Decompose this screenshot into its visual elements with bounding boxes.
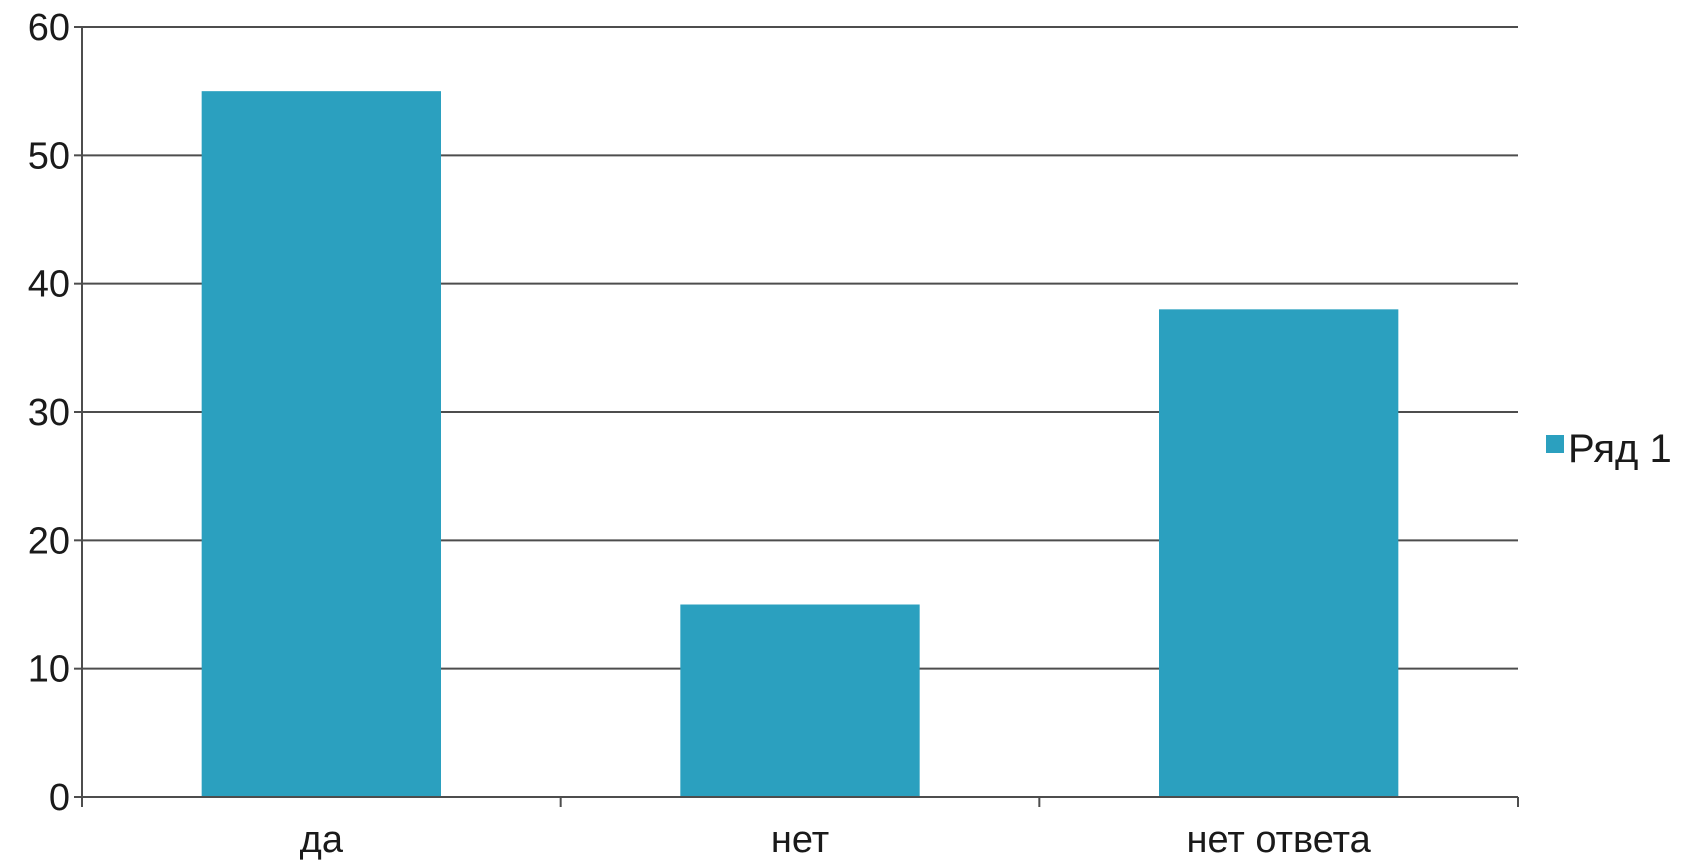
legend-swatch xyxy=(1546,435,1564,453)
y-tick-label: 30 xyxy=(28,392,70,434)
legend: Ряд 1 xyxy=(1546,427,1672,471)
bars xyxy=(201,91,1399,797)
y-tick-label: 50 xyxy=(28,135,70,177)
x-tick-label: нет ответа xyxy=(1187,819,1372,861)
y-tick-label: 20 xyxy=(28,520,70,562)
bar-1 xyxy=(201,91,441,797)
legend-label-series-1: Ряд 1 xyxy=(1568,427,1672,471)
bar-3 xyxy=(1159,309,1399,797)
y-axis-tick-labels: 0 10 20 30 40 50 60 xyxy=(28,7,70,819)
x-tick-label: да xyxy=(300,819,344,861)
bar-2 xyxy=(680,604,920,797)
y-tick-label: 0 xyxy=(49,777,70,819)
y-tick-label: 10 xyxy=(28,649,70,691)
y-tick-label: 60 xyxy=(28,7,70,49)
x-tick-label: нет xyxy=(771,819,829,861)
axes xyxy=(74,26,1519,807)
x-axis-tick-labels: да нет нет ответа xyxy=(300,819,1372,861)
y-tick-label: 40 xyxy=(28,264,70,306)
